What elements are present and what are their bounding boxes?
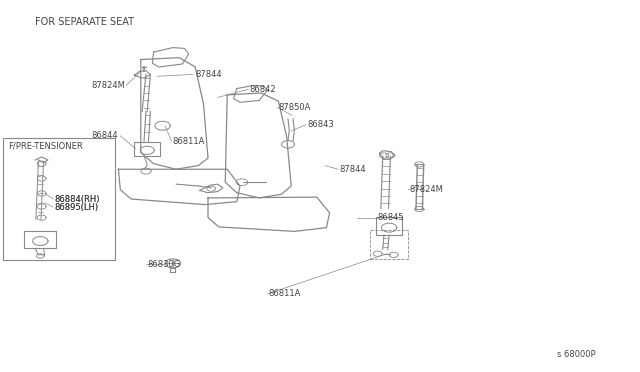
Text: 86844: 86844	[92, 131, 118, 140]
Text: 87844: 87844	[339, 165, 366, 174]
Text: 86811A: 86811A	[173, 137, 205, 146]
Text: 86842: 86842	[250, 85, 276, 94]
Text: 87844: 87844	[195, 70, 222, 79]
Bar	[134, 142, 160, 156]
Text: 87824M: 87824M	[91, 81, 125, 90]
Text: 86884(RH): 86884(RH)	[54, 195, 100, 203]
Text: 86843: 86843	[307, 120, 334, 129]
Text: 86845: 86845	[378, 213, 404, 222]
Text: 87824M: 87824M	[410, 185, 444, 194]
Text: 86895(LH): 86895(LH)	[54, 203, 99, 212]
Text: 86884(RH): 86884(RH)	[54, 195, 100, 203]
Text: 87850A: 87850A	[278, 103, 311, 112]
Text: 86811A: 86811A	[269, 289, 301, 298]
Bar	[3, 138, 115, 260]
Text: F/PRE-TENSIONER: F/PRE-TENSIONER	[8, 141, 83, 150]
Bar	[24, 231, 56, 248]
Bar	[376, 217, 402, 235]
Text: 86830G: 86830G	[147, 260, 180, 269]
Text: 86895(LH): 86895(LH)	[54, 203, 99, 212]
Text: s 68000P: s 68000P	[557, 350, 595, 359]
Text: FOR SEPARATE SEAT: FOR SEPARATE SEAT	[35, 17, 134, 27]
